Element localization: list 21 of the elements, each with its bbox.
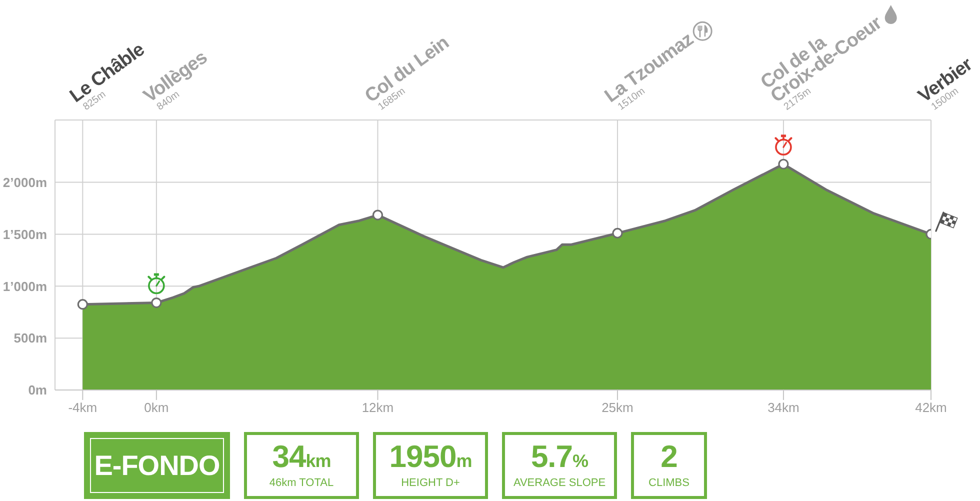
point: [151, 297, 162, 308]
y-tick-label: 1’500m: [2, 226, 47, 242]
point: [612, 228, 623, 238]
y-tick-label: 1’000m: [2, 278, 47, 294]
point: [372, 210, 384, 220]
text: E-FONDO: [94, 450, 220, 482]
x-tick-label: 25km: [602, 400, 634, 416]
point: [778, 158, 789, 170]
x-tick-label: 42km: [915, 400, 947, 416]
y-tick-label: 0m: [28, 382, 47, 398]
x-tick-label: 34km: [768, 400, 800, 416]
x-tick-label: 0km: [144, 400, 169, 416]
x-tick-label: 12km: [362, 400, 394, 416]
y-tick-label: 500m: [14, 330, 47, 346]
text: 5.7% AVERAGE SLOPE: [513, 439, 606, 490]
y-tick-label: 2’000m: [2, 174, 47, 190]
text: 2 CLIMBS: [648, 439, 690, 490]
point: [77, 299, 88, 310]
text: 34km 46km TOTAL: [269, 439, 334, 490]
x-tick-label: -4km: [68, 400, 98, 416]
text: 1950m HEIGHT D+: [389, 439, 472, 490]
